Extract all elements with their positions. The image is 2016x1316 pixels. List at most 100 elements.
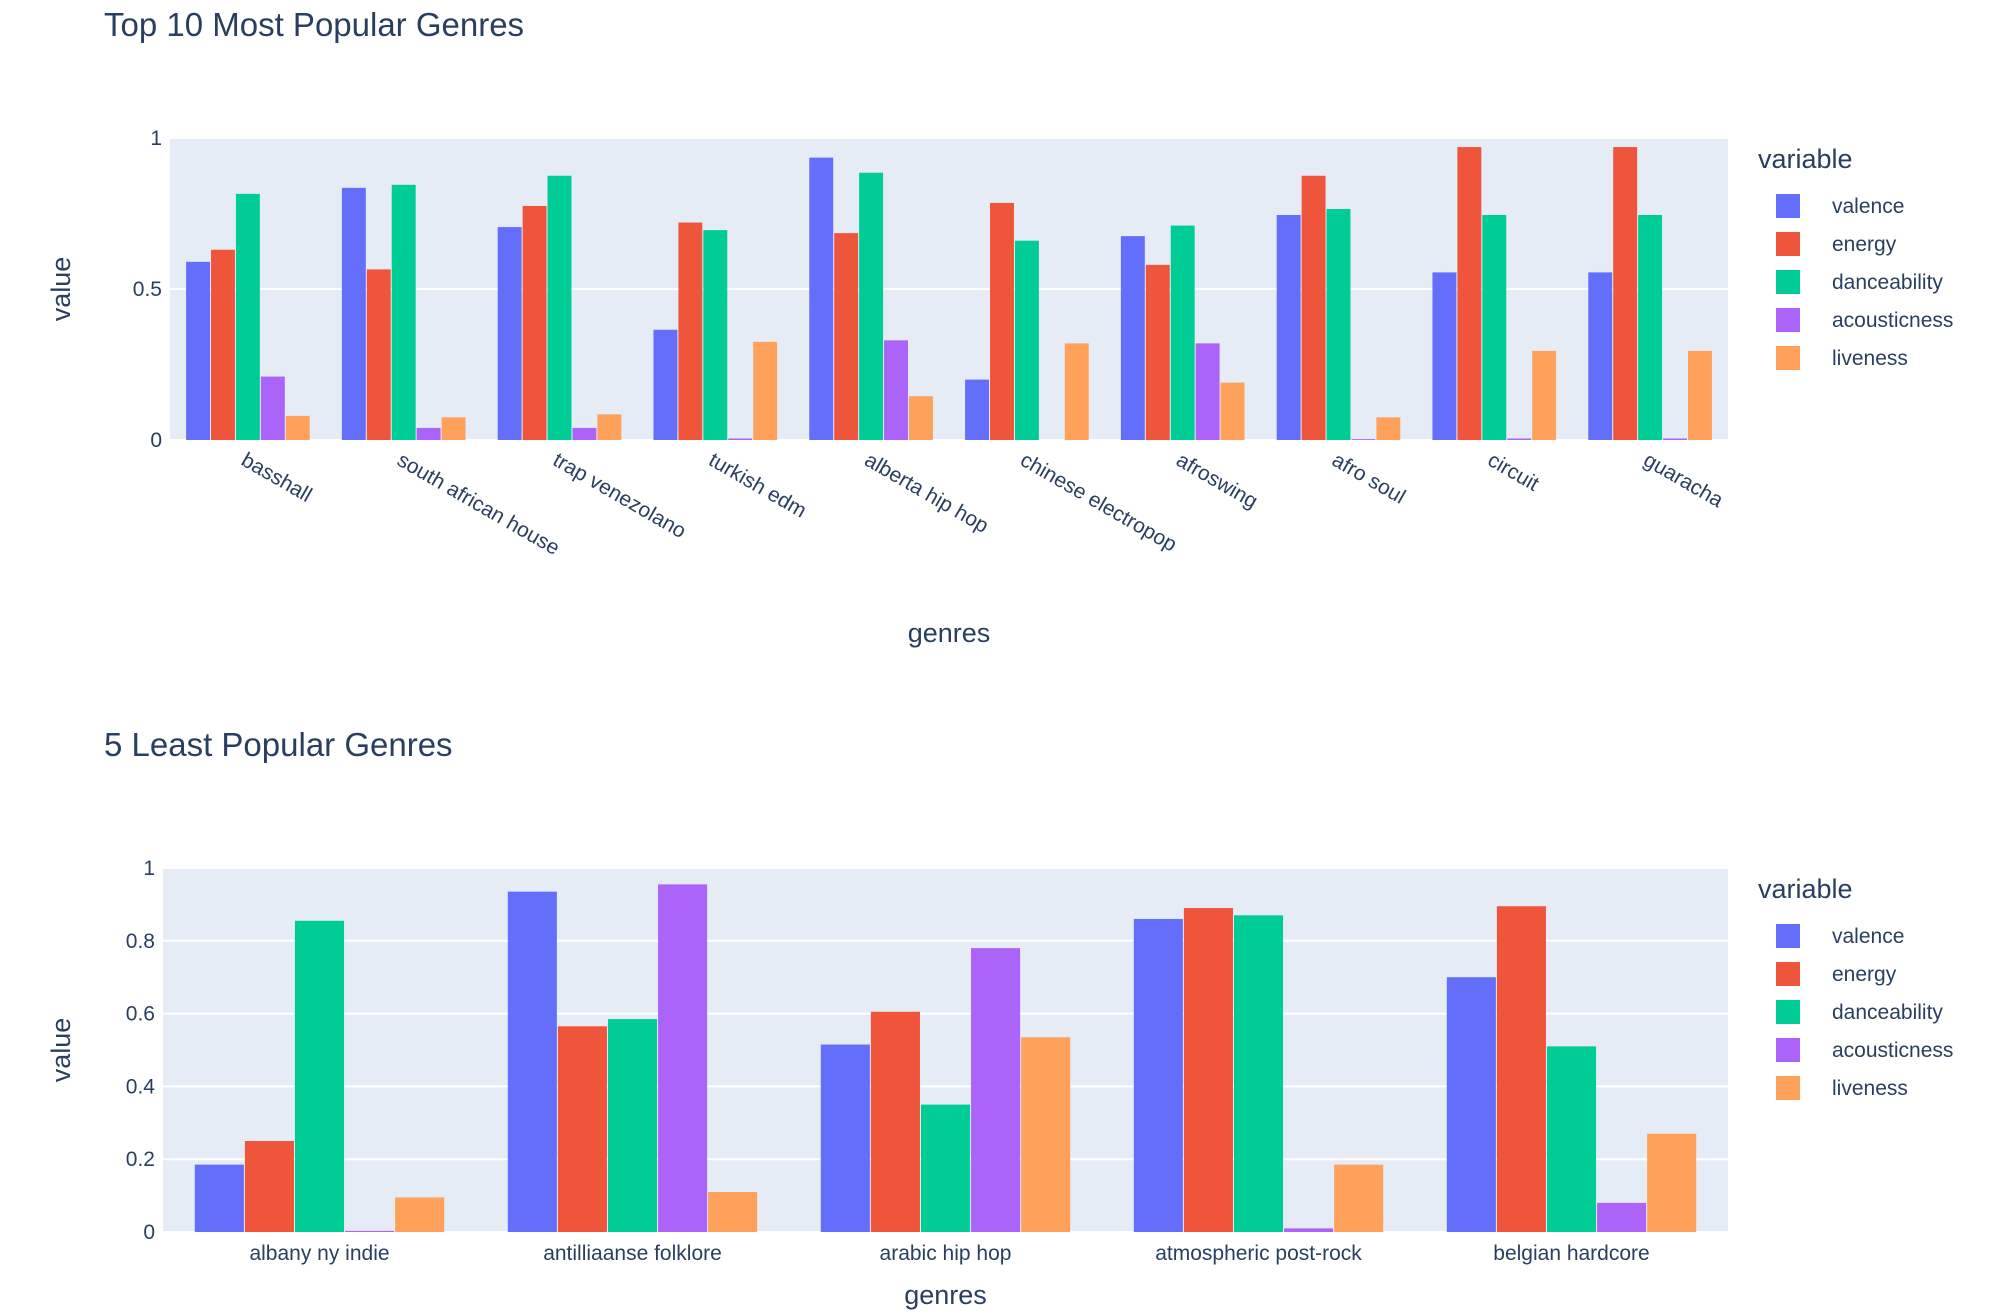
bar-energy-2[interactable]	[870, 1011, 920, 1232]
x-tick-label: circuit	[1484, 448, 1543, 495]
bar-energy-1[interactable]	[557, 1026, 607, 1232]
bar-liveness-0[interactable]	[285, 415, 310, 440]
bar-danceability-2[interactable]	[920, 1104, 971, 1232]
bar-liveness-8[interactable]	[1532, 350, 1557, 440]
bar-liveness-9[interactable]	[1687, 350, 1712, 440]
bar-liveness-3[interactable]	[753, 341, 778, 440]
bar-liveness-7[interactable]	[1376, 417, 1401, 440]
legend-swatch	[1776, 194, 1800, 218]
bar-valence-9[interactable]	[1588, 272, 1613, 440]
bar-energy-9[interactable]	[1613, 147, 1638, 440]
legend-swatch	[1776, 346, 1800, 370]
y-tick-label: 0	[150, 429, 162, 452]
bar-acousticness-1[interactable]	[416, 427, 441, 440]
bar-energy-3[interactable]	[678, 222, 703, 440]
legend-item-acousticness[interactable]: acousticness	[1776, 308, 1953, 332]
bar-danceability-6[interactable]	[1170, 225, 1195, 440]
legend-swatch	[1776, 1000, 1800, 1024]
bar-acousticness-9[interactable]	[1663, 438, 1687, 440]
legend-item-valence[interactable]: valence	[1776, 194, 1904, 218]
bar-liveness-5[interactable]	[1064, 343, 1089, 440]
y-axis-title: value	[46, 257, 76, 322]
bar-valence-8[interactable]	[1432, 272, 1457, 440]
bar-liveness-6[interactable]	[1220, 382, 1245, 440]
bar-valence-3[interactable]	[1133, 918, 1183, 1232]
bar-liveness-2[interactable]	[1021, 1037, 1071, 1232]
bar-energy-0[interactable]	[211, 249, 235, 440]
bar-valence-3[interactable]	[653, 329, 678, 440]
bar-valence-4[interactable]	[809, 157, 834, 440]
legend-swatch	[1776, 1038, 1800, 1062]
bar-danceability-4[interactable]	[859, 172, 884, 441]
bar-acousticness-3[interactable]	[728, 438, 753, 440]
bar-liveness-1[interactable]	[441, 417, 466, 440]
bar-liveness-3[interactable]	[1334, 1164, 1384, 1232]
bar-valence-2[interactable]	[820, 1044, 870, 1232]
bar-acousticness-2[interactable]	[572, 427, 597, 440]
bar-valence-1[interactable]	[341, 187, 366, 440]
bar-liveness-4[interactable]	[908, 396, 933, 440]
bar-acousticness-6[interactable]	[1195, 343, 1220, 440]
bar-acousticness-0[interactable]	[260, 376, 285, 440]
legend-item-danceability[interactable]: danceability	[1776, 1000, 1943, 1024]
bar-valence-4[interactable]	[1446, 977, 1496, 1232]
legend-item-energy[interactable]: energy	[1776, 962, 1897, 986]
y-tick-label: 1	[150, 127, 162, 150]
legend-swatch	[1776, 270, 1800, 294]
bar-energy-4[interactable]	[1496, 906, 1546, 1232]
bar-valence-1[interactable]	[507, 891, 557, 1232]
bar-danceability-3[interactable]	[703, 230, 728, 440]
bar-danceability-8[interactable]	[1482, 215, 1507, 440]
bar-danceability-5[interactable]	[1014, 240, 1039, 440]
bar-danceability-7[interactable]	[1326, 208, 1351, 440]
bar-acousticness-4[interactable]	[1597, 1202, 1647, 1232]
legend-label: valence	[1832, 925, 1904, 948]
bar-energy-8[interactable]	[1457, 147, 1482, 440]
bar-danceability-0[interactable]	[235, 193, 260, 440]
bar-acousticness-8[interactable]	[1507, 438, 1532, 440]
bar-danceability-3[interactable]	[1233, 915, 1284, 1232]
bar-liveness-0[interactable]	[395, 1197, 445, 1232]
bar-acousticness-3[interactable]	[1284, 1228, 1334, 1232]
legend-swatch	[1776, 962, 1800, 986]
legend-item-liveness[interactable]: liveness	[1776, 346, 1908, 370]
legend-title: variable	[1758, 874, 1853, 904]
bar-acousticness-7[interactable]	[1351, 439, 1376, 440]
bar-valence-7[interactable]	[1276, 215, 1301, 440]
legend-item-valence[interactable]: valence	[1776, 924, 1904, 948]
bar-danceability-1[interactable]	[391, 184, 416, 440]
bar-energy-6[interactable]	[1145, 264, 1170, 440]
legend-item-acousticness[interactable]: acousticness	[1776, 1038, 1953, 1062]
legend-label: acousticness	[1832, 309, 1953, 332]
bar-energy-3[interactable]	[1183, 908, 1233, 1232]
legend-item-danceability[interactable]: danceability	[1776, 270, 1943, 294]
bar-danceability-9[interactable]	[1638, 215, 1663, 440]
bar-valence-2[interactable]	[497, 227, 522, 440]
bar-danceability-0[interactable]	[294, 920, 345, 1232]
bar-valence-5[interactable]	[965, 379, 990, 440]
bar-liveness-1[interactable]	[708, 1191, 758, 1232]
y-tick-label: 0.4	[126, 1075, 156, 1098]
legend-item-liveness[interactable]: liveness	[1776, 1076, 1908, 1100]
bar-acousticness-4[interactable]	[884, 340, 908, 440]
bar-energy-7[interactable]	[1301, 175, 1326, 440]
bar-energy-0[interactable]	[244, 1141, 294, 1232]
x-tick-label: arabic hip hop	[880, 1242, 1012, 1265]
bar-energy-1[interactable]	[366, 269, 391, 440]
bar-liveness-2[interactable]	[597, 414, 622, 440]
bar-energy-5[interactable]	[990, 202, 1014, 440]
bar-energy-2[interactable]	[522, 205, 547, 440]
bar-valence-0[interactable]	[194, 1164, 244, 1232]
bar-liveness-4[interactable]	[1647, 1133, 1697, 1232]
legend-item-energy[interactable]: energy	[1776, 232, 1897, 256]
bar-acousticness-0[interactable]	[345, 1230, 395, 1232]
bar-danceability-2[interactable]	[547, 175, 572, 440]
x-tick-label: alberta hip hop	[861, 448, 993, 537]
bar-energy-4[interactable]	[834, 233, 859, 440]
bar-valence-6[interactable]	[1120, 236, 1145, 440]
bar-danceability-4[interactable]	[1546, 1046, 1597, 1232]
bar-valence-0[interactable]	[186, 261, 211, 440]
bar-danceability-1[interactable]	[607, 1019, 658, 1232]
bar-acousticness-2[interactable]	[971, 948, 1021, 1232]
bar-acousticness-1[interactable]	[658, 884, 708, 1232]
